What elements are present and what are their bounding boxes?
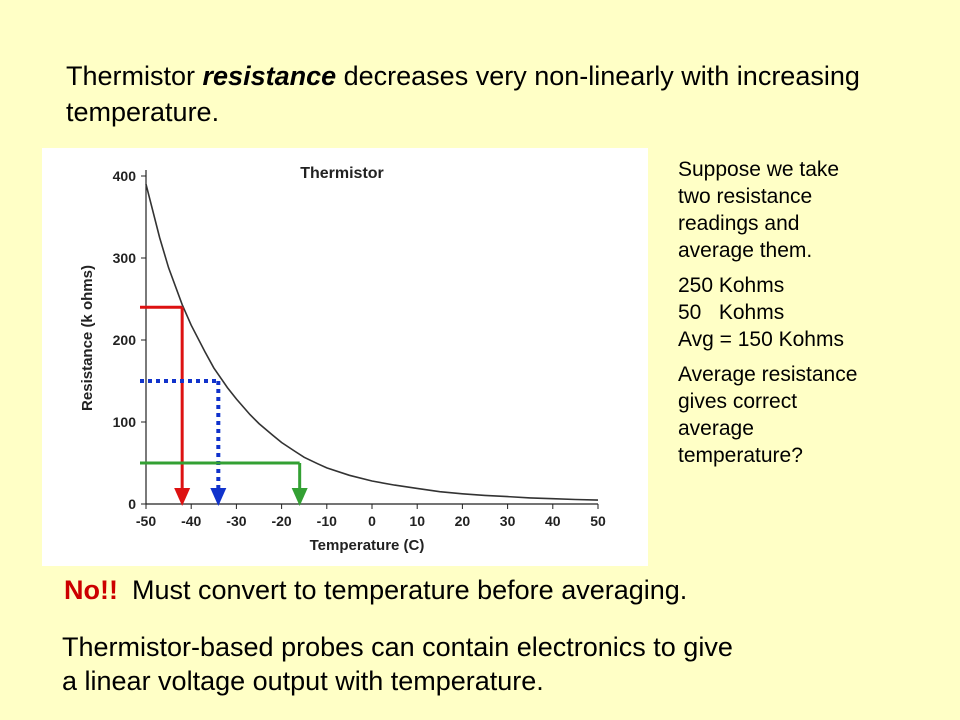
x-tick-label: 40 (545, 513, 561, 529)
x-tick-label: -30 (226, 513, 246, 529)
footer-text: Thermistor-based probes can contain elec… (62, 630, 942, 698)
conclusion-line: No!! Must convert to temperature before a… (64, 573, 944, 607)
slide-title: Thermistor resistance decreases very non… (66, 58, 926, 130)
y-tick-label: 300 (113, 250, 137, 266)
no-label: No!! (64, 575, 118, 605)
guide-arrowhead (210, 488, 227, 506)
readings-list: 250 Kohms 50 Kohms Avg = 150 Kohms (678, 272, 918, 353)
y-tick-label: 100 (113, 414, 137, 430)
side-intro-line: average them. (678, 239, 813, 262)
x-tick-label: -10 (317, 513, 337, 529)
question-text: Average resistance gives correct average te… (678, 361, 918, 469)
y-tick-label: 400 (113, 168, 137, 184)
y-tick-label: 0 (128, 496, 136, 512)
reading-line: Avg = 150 Kohms (678, 328, 844, 351)
x-tick-label: 10 (409, 513, 425, 529)
chart-title: Thermistor (300, 165, 384, 182)
x-tick-label: 20 (455, 513, 471, 529)
footer-line: a linear voltage output with temperature… (62, 666, 544, 696)
x-tick-label: 50 (590, 513, 606, 529)
reading-line: 250 Kohms (678, 274, 785, 297)
no-text: Must convert to temperature before avera… (131, 575, 688, 605)
question-line: Average resistance (678, 363, 858, 386)
y-tick-label: 200 (113, 332, 137, 348)
y-axis-label: Resistance (k ohms) (79, 265, 96, 411)
x-tick-label: 30 (500, 513, 516, 529)
title-pre: Thermistor (66, 61, 203, 91)
x-tick-label: -20 (271, 513, 291, 529)
thermistor-chart: 0 100 200 300 400 -50 -40 -30 -20 -10 0 10 20 30 40 50 … (42, 148, 648, 566)
title-post: decreases very non-linearly with increas… (66, 61, 860, 127)
x-tick-label: -40 (181, 513, 201, 529)
x-tick-label: 0 (368, 513, 376, 529)
x-axis-label: Temperature (C) (310, 537, 425, 554)
guide-arrowhead (174, 488, 191, 506)
title-emphasis: resistance (202, 61, 337, 91)
guide-arrowhead (291, 488, 308, 506)
reading-line: 50 Kohms (678, 301, 785, 324)
thermistor-curve (145, 184, 599, 501)
question-line: gives correct (678, 390, 798, 413)
side-notes: Suppose we take two resistance readings an… (678, 156, 918, 477)
footer-line: Thermistor-based probes can contain elec… (62, 632, 733, 662)
side-intro: Suppose we take two resistance readings an… (678, 156, 918, 264)
question-line: temperature? (678, 444, 803, 467)
side-intro-line: Suppose we take (678, 158, 840, 181)
side-intro-line: readings and (678, 212, 800, 235)
question-line: average (678, 417, 754, 440)
side-intro-line: two resistance (678, 185, 813, 208)
x-tick-label: -50 (136, 513, 156, 529)
